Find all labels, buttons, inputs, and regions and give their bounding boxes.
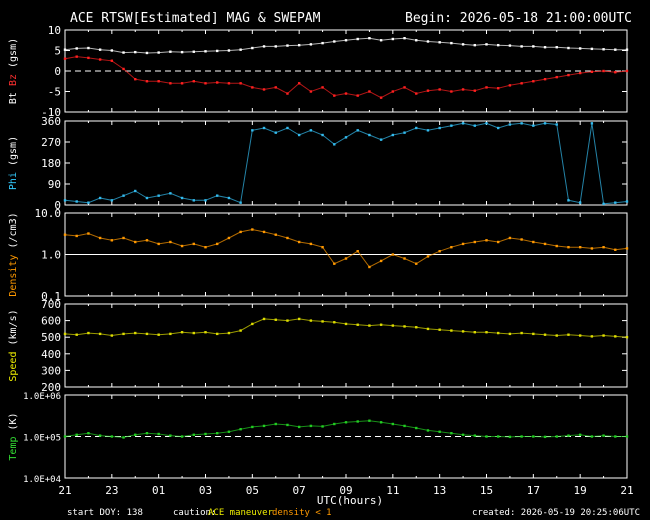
x-tick-label: 17: [527, 484, 540, 497]
start-doy: start DOY: 138: [67, 508, 143, 518]
y-tick-label-speed: 600: [41, 315, 61, 328]
y-tick-label-mag: -5: [48, 86, 61, 99]
data-point-density: [63, 233, 67, 236]
x-tick-label: 15: [480, 484, 493, 497]
y-tick-label-mag: 10: [48, 24, 61, 37]
y-tick-label-phi: 90: [48, 178, 61, 191]
y-axis-label-part: (gsm): [8, 38, 19, 74]
y-tick-label-speed: 500: [41, 331, 61, 344]
y-tick-label-density: 0.1: [41, 290, 61, 303]
panel-phi: 0 90 180 270 360 Phi (gsm): [8, 115, 629, 212]
y-axis-label-part: Temp: [8, 437, 19, 461]
x-tick-label: 05: [246, 484, 259, 497]
y-axis-label-part: (/cm3): [8, 212, 19, 254]
y-axis-label-part: Density: [8, 255, 19, 297]
ace-maneuver-note: ACE maneuver: [208, 508, 274, 518]
y-tick-label-phi: 0: [54, 199, 61, 212]
x-tick-label: 03: [199, 484, 212, 497]
panel-temp: 1.0E+04 1.0E+05 1.0E+06 Temp (K): [8, 392, 629, 485]
data-point-speed: [63, 332, 67, 336]
panel-speed: 200 300 400 500 600 700 Speed (km/s): [8, 298, 629, 394]
series-phi: [63, 122, 629, 206]
x-tick-label: 11: [386, 484, 399, 497]
x-tick-label: 13: [433, 484, 446, 497]
y-axis-label-density: Density (/cm3): [8, 212, 19, 296]
series-line-speed: [64, 318, 628, 338]
y-axis-label-part: Phi: [8, 172, 19, 190]
begin-label: Begin: 2026-05-18 21:00:00UTC: [405, 11, 632, 26]
x-tick-label: 07: [293, 484, 306, 497]
y-axis-label-speed: Speed (km/s): [8, 309, 19, 381]
y-axis-label-part: (gsm): [8, 136, 19, 172]
y-tick-label-phi: 270: [41, 136, 61, 149]
panel-density: 0.1 1.0 10.0 Density (/cm3): [8, 207, 629, 303]
y-tick-label-phi: 180: [41, 157, 61, 170]
x-tick-label: 01: [152, 484, 165, 497]
series-bt: [63, 37, 629, 55]
x-tick-label: 09: [339, 484, 352, 497]
series-line-bz: [64, 56, 628, 99]
y-tick-label-mag: -10: [41, 106, 61, 119]
series-density: [63, 228, 629, 269]
y-axis-label-phi: Phi (gsm): [8, 136, 19, 190]
series-speed: [63, 317, 629, 339]
y-tick-label-speed: 400: [41, 348, 61, 361]
series-line-phi: [64, 122, 628, 205]
density-note: density < 1: [272, 508, 332, 518]
y-tick-label-mag: 5: [54, 45, 61, 58]
y-axis-label-part: Speed: [8, 352, 19, 382]
panels-group: -10 -5 0 5 10 Bt Bz (gsm) 0 90 180 270 360 Phi (gsm…: [8, 24, 629, 485]
caution-label: caution:: [173, 508, 216, 518]
series-bz: [63, 55, 629, 99]
x-tick-label: 21: [58, 484, 71, 497]
y-tick-label-speed: 300: [41, 364, 61, 377]
series-temp: [63, 419, 629, 439]
y-tick-label-temp: 1.0E+04: [23, 475, 61, 485]
y-tick-label-mag: 0: [54, 65, 61, 78]
x-axis: 21 23 01 03 05 07 09 11 13 15 17 19 21: [58, 484, 633, 497]
y-axis-label-part: Bt: [8, 92, 19, 104]
panel-mag: -10 -5 0 5 10 Bt Bz (gsm): [8, 24, 629, 119]
y-tick-label-temp: 1.0E+06: [23, 392, 61, 402]
y-axis-label-part: Bz: [8, 74, 19, 92]
y-tick-label-density: 1.0: [41, 249, 61, 262]
y-tick-label-temp: 1.0E+05: [23, 434, 61, 444]
created-timestamp: created: 2026-05-19 20:25:06UTC: [472, 508, 640, 518]
series-line-density: [64, 228, 628, 268]
y-tick-label-phi: 360: [41, 115, 61, 128]
x-axis-label: UTC(hours): [317, 494, 383, 507]
y-tick-label-speed: 700: [41, 298, 61, 311]
series-line-bt: [64, 37, 627, 54]
chart-title: ACE RTSW[Estimated] MAG & SWEPAM: [70, 11, 321, 26]
y-axis-label-temp: Temp (K): [8, 412, 19, 460]
x-tick-label: 21: [620, 484, 633, 497]
x-tick-label: 23: [105, 484, 118, 497]
series-line-temp: [64, 420, 627, 438]
x-tick-label: 19: [574, 484, 587, 497]
y-axis-label-part: (km/s): [8, 309, 19, 351]
y-tick-label-speed: 200: [41, 381, 61, 394]
y-axis-label-mag: Bt Bz (gsm): [8, 38, 19, 104]
y-axis-label-part: (K): [8, 412, 19, 436]
y-tick-label-density: 10.0: [35, 207, 62, 220]
